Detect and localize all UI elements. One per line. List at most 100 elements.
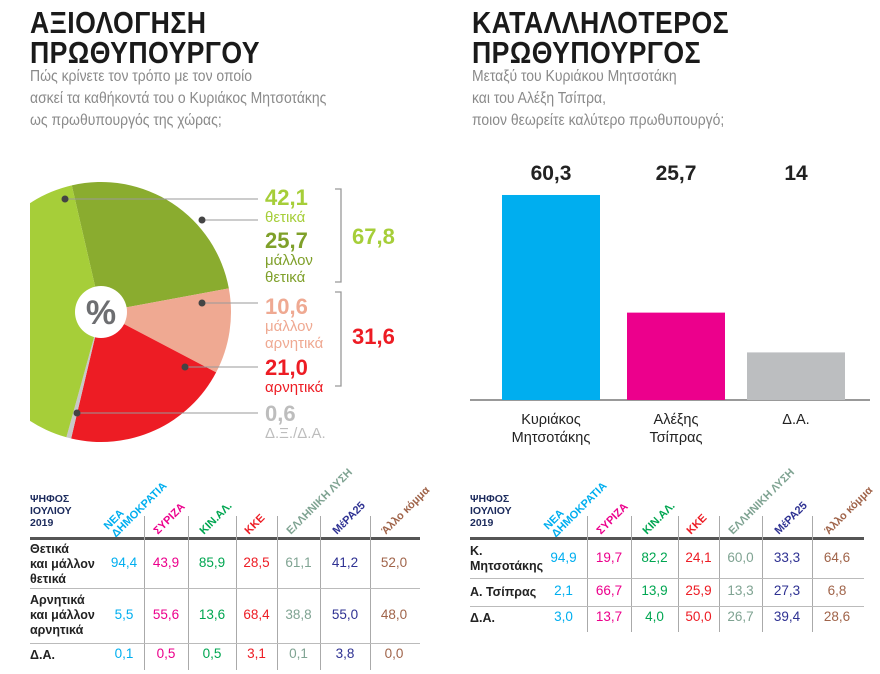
row-label-line: Θετικά — [30, 541, 69, 556]
party-header-line: Άλλο κόμμα — [822, 484, 876, 537]
table-cell: 19,7 — [595, 550, 623, 565]
pie-category-label: μάλλον αρνητικά — [265, 318, 324, 352]
table-cell: 60,0 — [727, 550, 754, 565]
table-cell: 0,0 — [384, 646, 404, 661]
leader-dot — [181, 363, 189, 371]
subtitle-line: Πώς κρίνετε τον τρόπο με τον οποίο — [30, 68, 253, 85]
left-title-line1: ΑΞΙΟΛΟΓΗΣΗ — [30, 5, 207, 40]
table-cell: 28,5 — [243, 555, 270, 570]
left-subtitle: Πώς κρίνετε τον τρόπο με τον οποίο ασκεί … — [30, 66, 326, 132]
party-header: ΣΥΡΙΖΑ — [595, 501, 631, 537]
leader-dot — [61, 195, 69, 203]
subtitle-line: ως πρωθυπουργός της χώρας; — [30, 112, 222, 129]
party-header: ΚΙΝ.ΑΛ. — [640, 499, 678, 537]
row-label-line: Δ.Α. — [470, 610, 495, 625]
party-header: ΣΥΡΙΖΑ — [151, 500, 188, 537]
total-negative: 31,6 — [352, 324, 395, 349]
right-subtitle: Μεταξύ του Κυριάκου Μητσοτάκη και του Αλέ… — [472, 66, 724, 132]
column-divider — [144, 516, 145, 670]
row-divider — [30, 588, 420, 589]
bar — [627, 312, 725, 400]
table-cell: 33,3 — [773, 550, 801, 565]
pie-chart: % — [30, 182, 342, 442]
table-cell: 13,6 — [198, 606, 226, 622]
row-label: Αρνητικά και μάλλον αρνητικά — [30, 593, 95, 638]
column-divider — [188, 516, 189, 670]
party-header-line: ΜέΡΑ25 — [330, 499, 368, 537]
row-label-line: Μητσοτάκης — [470, 559, 544, 573]
party-header-line: ΚΙΝ.ΑΛ. — [640, 499, 678, 537]
table-cell: 94,4 — [110, 555, 138, 570]
table-cell: 55,6 — [152, 606, 180, 622]
table-right: ΨΗΦΟΣ ΙΟΥΛΙΟΥ 2019 ΝΕΑ ΔΗΜΟΚΡΑΤΙΑ ΣΥΡΙΖΑ ΚΙΝ… — [470, 460, 875, 674]
pie-slice — [101, 288, 231, 373]
bar-category-label: Μητσοτάκης — [512, 430, 591, 446]
row-divider — [470, 578, 864, 579]
pie-slice — [71, 312, 217, 442]
table-cell: 6,8 — [827, 583, 847, 598]
table-cell: 27,3 — [773, 583, 801, 598]
table-cell: 85,9 — [198, 555, 226, 570]
column-divider — [719, 516, 720, 632]
subtitle-line: και του Αλέξη Τσίπρα, — [472, 90, 606, 107]
table-cell: 0,5 — [202, 646, 222, 661]
bar-value-label: 14 — [784, 162, 808, 185]
party-header: ΚΚΕ — [242, 512, 267, 537]
row-label-line: και μάλλον — [30, 608, 95, 622]
pie-value-label: 42,1 — [265, 185, 308, 210]
table-cell: 39,4 — [773, 609, 801, 624]
column-divider — [320, 516, 321, 670]
party-header-line: ΚΚΕ — [684, 512, 709, 537]
party-header: Άλλο κόμμα — [379, 484, 433, 537]
table-cell: 0,5 — [156, 646, 176, 661]
leader-dot — [198, 216, 206, 224]
table-cell: 24,1 — [685, 550, 712, 565]
right-title-line2: ΠΡΩΘΥΠΟΥΡΓΟΣ — [472, 35, 701, 70]
row-label: Α. Τσίπρας — [470, 585, 536, 600]
subtitle-line: ποιον θεωρείτε καλύτερο πρωθυπουργό; — [472, 112, 725, 129]
table-cell: 13,9 — [641, 583, 668, 598]
pie-value-label: 0,6 — [265, 401, 296, 426]
pie-slice — [66, 312, 101, 439]
row-divider — [470, 606, 864, 607]
bar — [747, 352, 845, 400]
pie-slice — [71, 182, 229, 312]
row-label-line: αρνητικά — [30, 623, 84, 637]
table-cell: 94,9 — [550, 550, 577, 565]
header-divider — [470, 537, 864, 540]
pie-category-label: αρνητικά — [265, 379, 324, 396]
table-cell: 3,1 — [247, 646, 266, 661]
left-title-line2: ΠΡΩΘΥΠΟΥΡΓΟΥ — [30, 35, 260, 70]
column-divider — [370, 516, 371, 670]
column-divider — [762, 516, 763, 632]
row-label-line: Αρνητικά — [30, 593, 85, 607]
party-header-line: ΚΙΝ.ΑΛ. — [197, 499, 235, 537]
column-divider — [236, 516, 237, 670]
bar-category-label: Δ.Α. — [782, 412, 809, 428]
column-divider — [587, 516, 588, 632]
column-divider — [812, 516, 813, 632]
column-divider — [277, 516, 278, 670]
party-header-line: ΣΥΡΙΖΑ — [151, 500, 188, 537]
table-cell: 25,9 — [685, 583, 712, 598]
table-cell: 38,8 — [285, 606, 312, 622]
row-label-line: Α. Τσίπρας — [470, 584, 537, 599]
table-cell: 66,7 — [595, 583, 623, 598]
table-cell: 28,6 — [823, 609, 851, 624]
right-title: ΚΑΤΑΛΛΗΛΟΤΕΡΟΣ ΠΡΩΘΥΠΟΥΡΓΟΣ — [472, 7, 729, 70]
column-divider — [631, 516, 632, 632]
table-cell: 3,8 — [335, 646, 355, 661]
party-header-line: ΚΚΕ — [242, 512, 267, 537]
leader-dot — [73, 409, 81, 417]
table-cell: 26,7 — [727, 609, 754, 624]
party-header-line: Άλλο κόμμα — [379, 484, 433, 537]
pie-value-label: 10,6 — [265, 294, 308, 319]
table-cell: 0,1 — [114, 646, 134, 661]
leader-dot — [198, 299, 206, 307]
row-label: Δ.Α. — [30, 648, 55, 663]
row-label-line: Δ.Α. — [30, 647, 55, 662]
pie-category-label: μάλλον θετικά — [265, 252, 313, 286]
table-cell: 2,1 — [554, 583, 573, 598]
table-cell: 55,0 — [331, 606, 359, 622]
bar-value-label: 60,3 — [531, 162, 572, 185]
